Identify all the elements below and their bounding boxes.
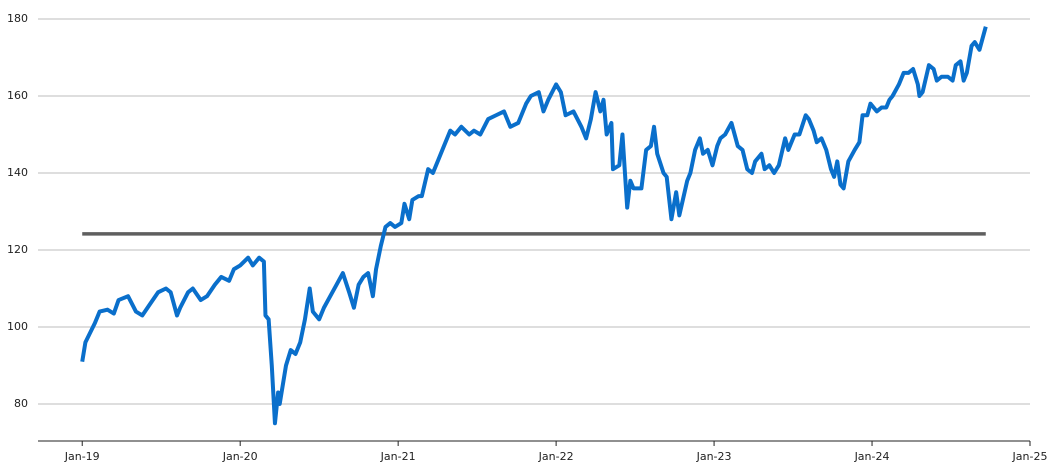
x-tick-label: Jan-20 bbox=[222, 450, 258, 463]
y-tick-label: 180 bbox=[7, 12, 28, 25]
x-tick-label: Jan-23 bbox=[696, 450, 732, 463]
y-tick-label: 160 bbox=[7, 89, 28, 102]
x-tick-label: Jan-19 bbox=[64, 450, 100, 463]
y-tick-label: 140 bbox=[7, 166, 28, 179]
x-tick-label: Jan-24 bbox=[854, 450, 890, 463]
x-tick-label: Jan-25 bbox=[1012, 450, 1048, 463]
x-tick-label: Jan-22 bbox=[538, 450, 574, 463]
y-tick-label: 80 bbox=[14, 397, 28, 410]
data-line bbox=[80, 26, 988, 426]
y-tick-label: 100 bbox=[7, 320, 28, 333]
y-tick-label: 120 bbox=[7, 243, 28, 256]
x-tick-label: Jan-21 bbox=[380, 450, 416, 463]
